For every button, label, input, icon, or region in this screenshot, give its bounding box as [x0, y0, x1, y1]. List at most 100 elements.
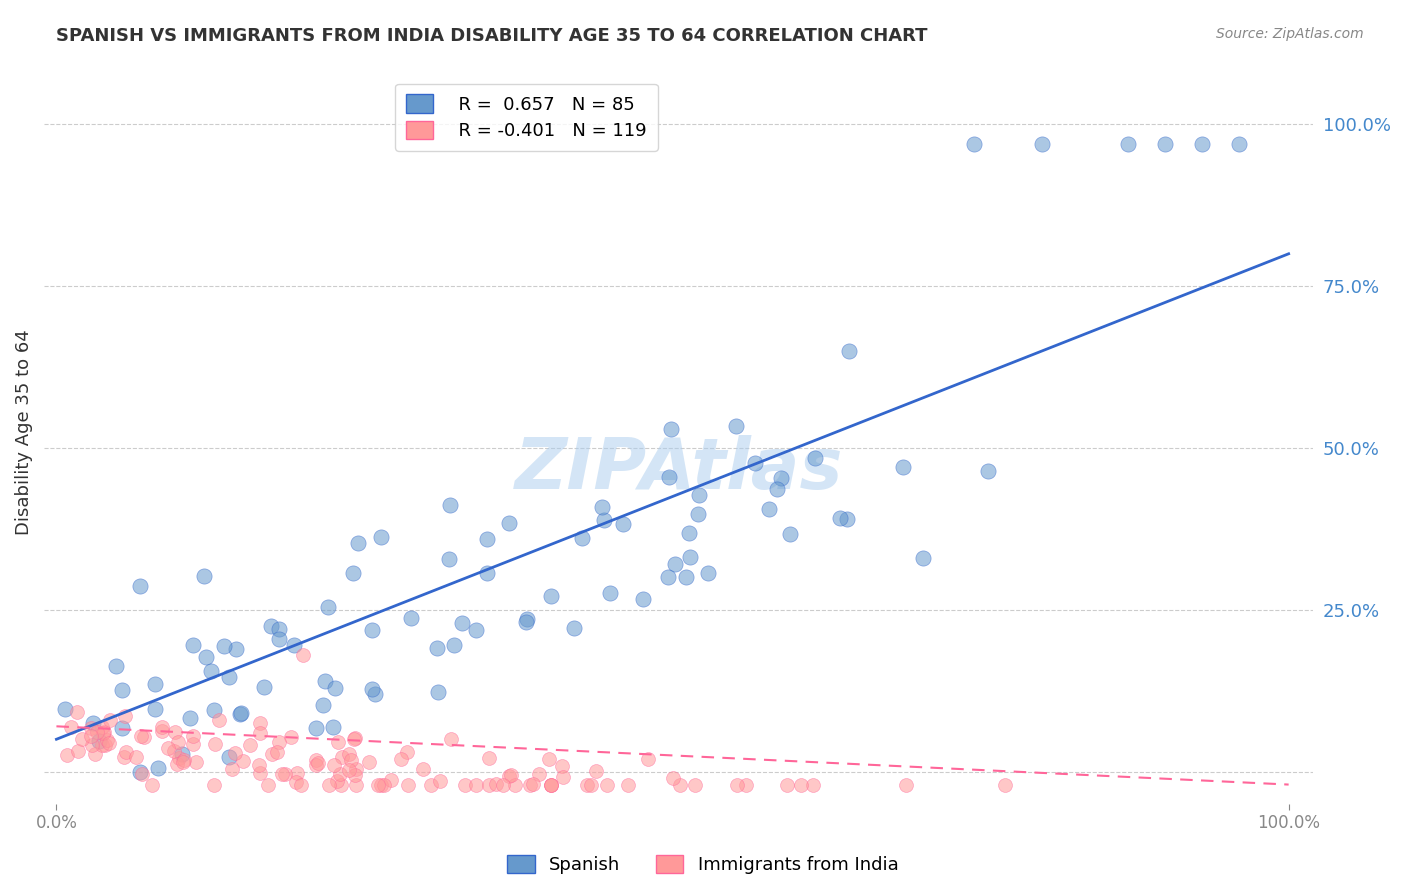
- Point: [311, 698, 333, 712]
- Point: [323, 681, 346, 695]
- Point: [1118, 136, 1140, 151]
- Point: [963, 136, 986, 151]
- Point: [591, 500, 613, 514]
- Text: ZIPAtlas: ZIPAtlas: [515, 434, 844, 503]
- Point: [141, 778, 163, 792]
- Point: [179, 710, 201, 724]
- Point: [195, 649, 218, 664]
- Point: [342, 566, 364, 581]
- Point: [239, 738, 262, 752]
- Point: [896, 778, 918, 792]
- Point: [464, 623, 486, 637]
- Point: [314, 673, 336, 688]
- Point: [498, 516, 520, 530]
- Point: [344, 731, 367, 745]
- Point: [146, 761, 169, 775]
- Point: [683, 778, 706, 792]
- Point: [367, 778, 389, 792]
- Point: [247, 757, 270, 772]
- Point: [668, 778, 690, 792]
- Point: [221, 762, 243, 776]
- Point: [225, 642, 247, 657]
- Point: [1031, 136, 1053, 151]
- Point: [779, 527, 801, 541]
- Point: [1227, 136, 1250, 151]
- Point: [664, 558, 686, 572]
- Point: [475, 532, 498, 546]
- Point: [976, 464, 998, 478]
- Point: [553, 770, 575, 784]
- Point: [498, 769, 520, 783]
- Point: [86, 725, 108, 739]
- Point: [84, 747, 107, 762]
- Point: [218, 670, 240, 684]
- Point: [322, 720, 344, 734]
- Point: [678, 525, 700, 540]
- Point: [96, 732, 118, 747]
- Point: [337, 747, 360, 761]
- Point: [465, 778, 488, 792]
- Point: [891, 459, 914, 474]
- Point: [307, 756, 329, 770]
- Point: [657, 570, 679, 584]
- Point: [396, 745, 419, 759]
- Point: [804, 450, 827, 465]
- Point: [994, 778, 1017, 792]
- Point: [503, 778, 526, 792]
- Point: [725, 778, 748, 792]
- Point: [485, 777, 508, 791]
- Point: [131, 729, 153, 743]
- Point: [56, 747, 79, 762]
- Point: [450, 615, 472, 630]
- Point: [734, 778, 756, 792]
- Point: [1191, 136, 1213, 151]
- Point: [454, 778, 477, 792]
- Point: [132, 730, 155, 744]
- Point: [67, 744, 90, 758]
- Point: [361, 681, 384, 696]
- Point: [231, 706, 253, 721]
- Point: [204, 738, 226, 752]
- Legend:   R =  0.657   N = 85,   R = -0.401   N = 119: R = 0.657 N = 85, R = -0.401 N = 119: [395, 84, 658, 151]
- Point: [91, 726, 114, 740]
- Point: [675, 569, 697, 583]
- Text: SPANISH VS IMMIGRANTS FROM INDIA DISABILITY AGE 35 TO 64 CORRELATION CHART: SPANISH VS IMMIGRANTS FROM INDIA DISABIL…: [56, 27, 928, 45]
- Point: [527, 766, 550, 780]
- Point: [344, 768, 367, 782]
- Point: [98, 736, 121, 750]
- Point: [659, 422, 682, 436]
- Point: [579, 778, 602, 792]
- Point: [290, 778, 312, 792]
- Point: [401, 610, 423, 624]
- Point: [775, 778, 797, 792]
- Point: [396, 778, 419, 792]
- Point: [181, 729, 204, 743]
- Point: [697, 566, 720, 581]
- Point: [124, 750, 146, 764]
- Point: [439, 498, 461, 512]
- Point: [66, 705, 89, 719]
- Point: [599, 586, 621, 600]
- Point: [304, 721, 326, 735]
- Point: [562, 621, 585, 635]
- Point: [184, 755, 207, 769]
- Point: [172, 747, 194, 761]
- Point: [285, 774, 308, 789]
- Point: [316, 600, 339, 615]
- Point: [1154, 136, 1177, 151]
- Point: [724, 418, 747, 433]
- Point: [770, 470, 793, 484]
- Point: [269, 622, 291, 636]
- Point: [82, 715, 104, 730]
- Point: [758, 502, 780, 516]
- Point: [150, 720, 173, 734]
- Point: [419, 778, 441, 792]
- Point: [94, 739, 117, 753]
- Point: [87, 734, 110, 748]
- Point: [181, 638, 204, 652]
- Point: [478, 778, 501, 792]
- Point: [249, 765, 271, 780]
- Point: [93, 725, 115, 739]
- Point: [305, 758, 328, 772]
- Point: [249, 725, 271, 739]
